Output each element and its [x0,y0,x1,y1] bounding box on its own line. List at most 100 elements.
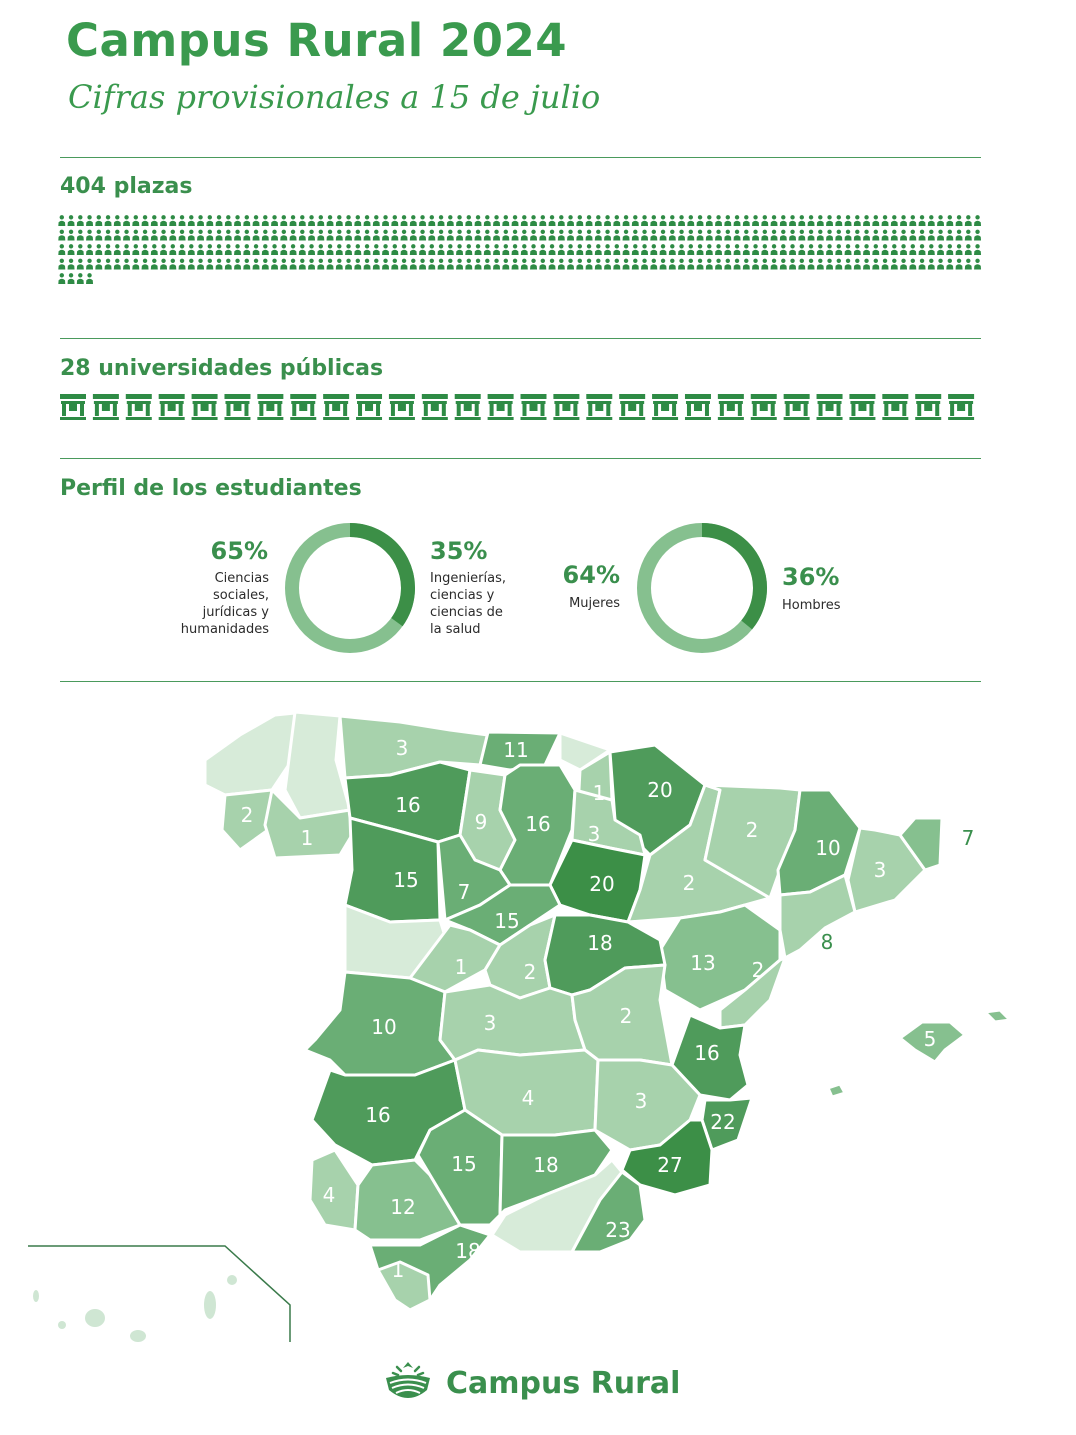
person-icon [95,229,103,241]
person-icon [539,258,547,270]
person-icon [150,244,158,255]
person-icon [909,258,917,270]
province-count-label: 4 [323,1183,336,1207]
person-icon [881,215,889,226]
divider [60,458,981,459]
person-icon [178,215,186,226]
university-building-icon [915,394,942,420]
province-count-label: 15 [494,909,519,933]
person-icon [86,215,94,226]
person-icon [95,244,103,255]
sexo-dark-segment [701,523,767,630]
person-icon [816,258,824,270]
university-building-icon [652,394,679,420]
person-icon [826,229,834,241]
person-icon [86,273,94,284]
person-icon [946,229,954,241]
person-icon [224,229,232,241]
person-icon [631,229,639,241]
university-building-icon [684,394,711,420]
person-icon [215,229,223,241]
person-icon [844,258,852,270]
university-building-icon [816,394,843,420]
person-icon [631,258,639,270]
rama-right-percent: 35% [430,537,488,565]
person-icon [594,258,602,270]
person-icon [289,258,297,270]
person-icon [687,244,695,255]
person-icon [234,244,242,255]
person-icon [974,215,982,226]
person-icon [252,244,260,255]
person-icon [650,258,658,270]
person-icon [141,258,149,270]
person-icon [113,229,121,241]
person-icon [502,258,510,270]
person-icon [409,244,417,255]
sexo-right-label: Hombres [782,598,841,613]
person-icon [918,215,926,226]
person-icon [76,229,84,241]
university-building-icon [948,394,975,420]
province-count-label: 22 [710,1110,735,1134]
person-icon [132,229,140,241]
person-icon [659,258,667,270]
university-building-icon [125,394,152,420]
person-icon [409,229,417,241]
university-building-icon [849,394,876,420]
province-count-label: 3 [484,1011,497,1035]
person-icon [271,215,279,226]
person-icon [113,244,121,255]
person-icon [382,229,390,241]
person-icon [779,244,787,255]
person-icon [604,215,612,226]
person-icon [631,215,639,226]
rama-dark-segment [349,523,415,627]
person-icon [58,273,66,284]
person-icon [863,229,871,241]
province-shape [898,1020,967,1064]
province-count-label: 7 [962,826,975,850]
person-icon [557,244,565,255]
person-icon [400,258,408,270]
person-icon [243,229,251,241]
person-icon [807,215,815,226]
person-icon [95,215,103,226]
person-icon [715,258,723,270]
person-icon [252,258,260,270]
person-icon [308,215,316,226]
university-building-icon [323,394,350,420]
person-icon [150,258,158,270]
person-icon [474,215,482,226]
person-icon [724,244,732,255]
person-icon [113,215,121,226]
person-icon [900,244,908,255]
person-icon [881,258,889,270]
person-icon [132,244,140,255]
person-icon [622,244,630,255]
province-count-label: 7 [458,880,471,904]
person-icon [317,229,325,241]
person-icon [123,215,131,226]
person-icon [234,258,242,270]
person-icon [520,258,528,270]
province-count-label: 16 [395,793,420,817]
person-icon [872,258,880,270]
person-icon [668,215,676,226]
university-building-icon [224,394,251,420]
person-icon [548,229,556,241]
person-icon [557,229,565,241]
person-icon [789,215,797,226]
person-icon [826,215,834,226]
person-icon [187,229,195,241]
university-building-icon [586,394,613,420]
person-icon [243,258,251,270]
university-building-icon [553,394,580,420]
person-icon [798,229,806,241]
person-icon [160,229,168,241]
university-building-icon [191,394,218,420]
person-icon [280,244,288,255]
person-icon [539,229,547,241]
page-subtitle: Cifras provisionales a 15 de julio [68,78,601,116]
person-icon [308,258,316,270]
